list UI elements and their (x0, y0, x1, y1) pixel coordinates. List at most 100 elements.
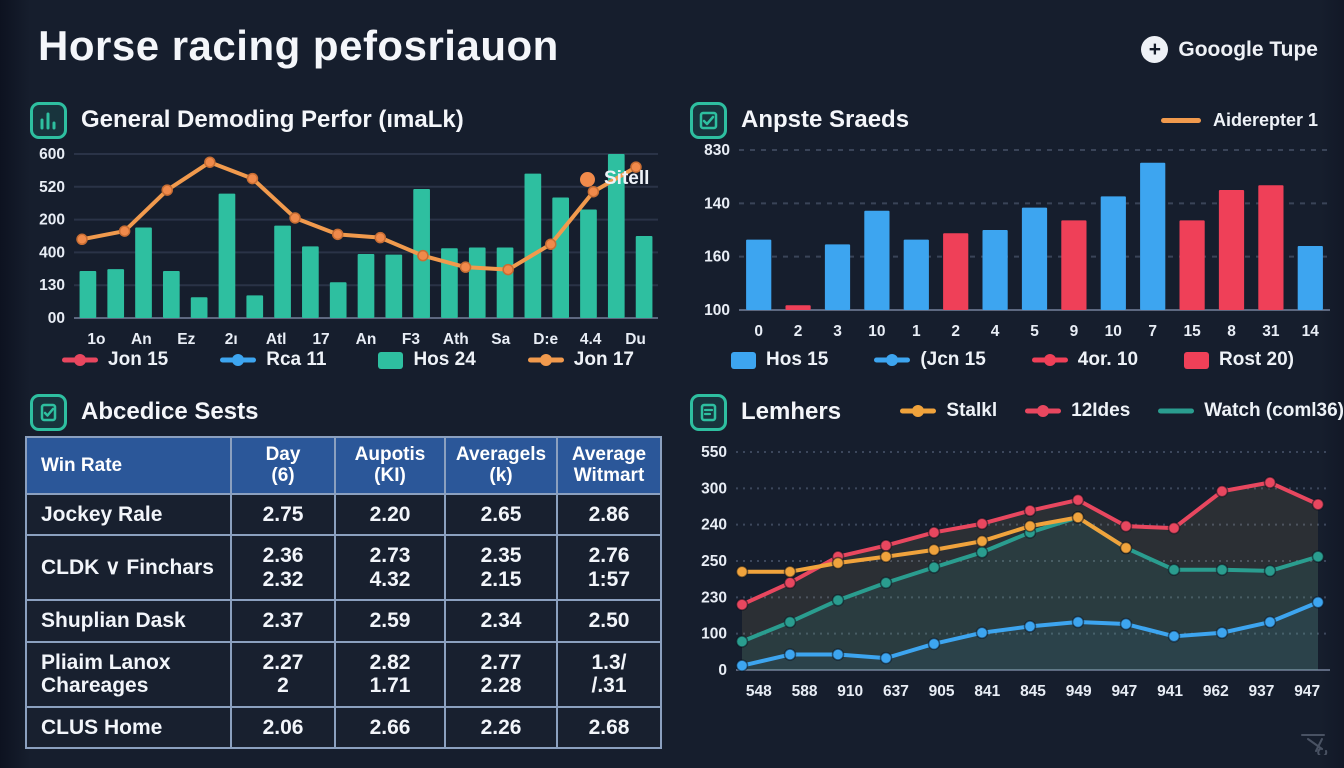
legend-item: Stalkl (900, 400, 997, 422)
section-header-table: Abcedice Sests (30, 392, 258, 432)
table-row: Shuplian Dask 2.37 2.59 2.34 2.50 (25, 599, 662, 643)
page-title: Horse racing pefosriauon (38, 22, 559, 69)
bars-top-legend: Aiderepter 1 (1160, 110, 1318, 131)
svg-text:Ez: Ez (177, 331, 195, 348)
table-cell: 2.73 4.32 (334, 534, 446, 602)
svg-text:14: 14 (1302, 323, 1320, 340)
legend-label: (Jcn 15 (920, 349, 986, 370)
legend-item: Rca 11 (220, 349, 326, 371)
svg-text:31: 31 (1262, 323, 1280, 340)
svg-text:520: 520 (39, 179, 65, 196)
svg-text:160: 160 (704, 249, 730, 266)
table-cell: 2.36 2.32 (230, 534, 336, 602)
table-cell: 2.59 (334, 599, 446, 643)
legend-label: Aiderepter 1 (1212, 110, 1318, 130)
svg-text:9: 9 (1070, 323, 1079, 340)
svg-text:2ı: 2ı (225, 331, 238, 348)
legend-label: Jon 15 (108, 349, 169, 370)
svg-text:905: 905 (929, 683, 955, 700)
legend-item: (Jcn 15 (874, 349, 986, 371)
table-row: CLUS Home 2.06 2.66 2.26 2.68 (25, 705, 662, 750)
table-cell: 2.26 (444, 705, 558, 750)
legend-swatch-icon (900, 404, 937, 418)
column-header: Day (6) (230, 436, 336, 495)
bar-chart-icon (30, 101, 67, 139)
bars-chart: 830 140 160 100 0 2 3 10 1 2 4 5 9 10 7 15 8 31 14 (685, 142, 1340, 357)
legend-label: Sitell (604, 168, 650, 189)
column-header: Win Rate (25, 436, 232, 495)
table-row: Jockey Rale 2.75 2.20 2.65 2.86 (25, 492, 662, 537)
brand: + Gooogle Tupe (1141, 36, 1318, 63)
svg-text:400: 400 (39, 244, 65, 261)
svg-text:0: 0 (754, 323, 763, 340)
legend-label: 4or. 10 (1077, 349, 1139, 370)
legend-swatch-icon (731, 351, 756, 369)
table-cell: 2.77 2.28 (444, 640, 558, 708)
section-header-bars: Anpste Sraeds (690, 100, 909, 140)
svg-text:Du: Du (625, 331, 646, 348)
svg-text:300: 300 (701, 480, 727, 497)
column-header: Aupotis (KI) (334, 436, 446, 495)
svg-text:10: 10 (1105, 323, 1122, 340)
stats-table: Win Rate Day (6) Aupotis (KI) Averagels (k)… (25, 436, 662, 750)
lines-chart-svg: 550 300 240 250 230 100 0 548 588 910 637 905 841 845… (701, 444, 1330, 700)
svg-text:0: 0 (718, 662, 727, 679)
svg-text:962: 962 (1203, 683, 1229, 700)
legend-swatch-icon (62, 353, 99, 367)
legend-swatch-icon (1184, 351, 1210, 369)
legend-label: Rca 11 (266, 349, 327, 370)
svg-text:2: 2 (951, 323, 960, 340)
legend-label: Rost 20) (1219, 349, 1294, 370)
legend-label: Watch (coml36) (1204, 400, 1344, 421)
table-cell: 2.75 (230, 492, 336, 537)
svg-text:941: 941 (1157, 683, 1183, 700)
svg-text:548: 548 (746, 683, 772, 700)
clipboard-check-icon (30, 393, 67, 431)
table-cell: 2.68 (556, 705, 662, 750)
legend-label: Hos 24 (413, 349, 476, 370)
svg-text:588: 588 (792, 683, 818, 700)
svg-text:200: 200 (39, 212, 65, 229)
svg-text:10: 10 (868, 323, 885, 340)
legend-swatch-icon (378, 351, 404, 369)
bars-chart-svg: 830 140 160 100 0 2 3 10 1 2 4 5 9 10 7 15 8 31 14 (704, 142, 1330, 340)
svg-text:140: 140 (704, 195, 730, 212)
section-header-lines: Lemhers (690, 392, 841, 432)
svg-text:4: 4 (991, 323, 1000, 340)
svg-text:830: 830 (704, 142, 730, 159)
svg-text:An: An (356, 331, 377, 348)
table-cell: 2.37 (230, 599, 336, 643)
table-cell: CLDK ∨ Finchars (25, 534, 232, 602)
svg-text:937: 937 (1249, 683, 1275, 700)
svg-text:250: 250 (701, 553, 727, 570)
table-body: Jockey Rale 2.75 2.20 2.65 2.86 CLDK ∨ Fincha… (25, 492, 662, 750)
svg-text:947: 947 (1294, 683, 1320, 700)
table-cell: 1.3/ /.31 (556, 640, 662, 708)
legend-swatch-icon (220, 353, 257, 367)
legend-item: 12Ides (1025, 400, 1130, 422)
svg-text:1o: 1o (87, 331, 105, 348)
table-cell: 2.35 2.15 (444, 534, 558, 602)
legend-label: Jon 17 (573, 349, 634, 370)
svg-text:F3: F3 (402, 331, 420, 348)
svg-text:2: 2 (794, 323, 803, 340)
bars-legend: Hos 15 (Jcn 15 4or. 10 Rost 20) (685, 349, 1340, 371)
svg-text:1: 1 (912, 323, 921, 340)
table-cell: 2.66 (334, 705, 446, 750)
svg-text:240: 240 (701, 517, 727, 534)
svg-text:8: 8 (1227, 323, 1236, 340)
column-header: Average Witmart (556, 436, 662, 495)
legend-item: Hos 24 (378, 349, 476, 371)
svg-text:4.4: 4.4 (580, 331, 602, 348)
watermark-icon (1300, 729, 1330, 760)
svg-text:An: An (131, 331, 152, 348)
svg-text:947: 947 (1111, 683, 1137, 700)
svg-text:15: 15 (1183, 323, 1201, 340)
table-cell: Jockey Rale (25, 492, 232, 537)
legend-item: 4or. 10 (1031, 349, 1139, 371)
lines-legend: Stalkl 12Ides Watch (coml36) (900, 400, 1344, 422)
table-header: Win Rate Day (6) Aupotis (KI) Averagels (k)… (25, 436, 662, 495)
table-cell: 2.86 (556, 492, 662, 537)
table-cell: Shuplian Dask (25, 599, 232, 643)
